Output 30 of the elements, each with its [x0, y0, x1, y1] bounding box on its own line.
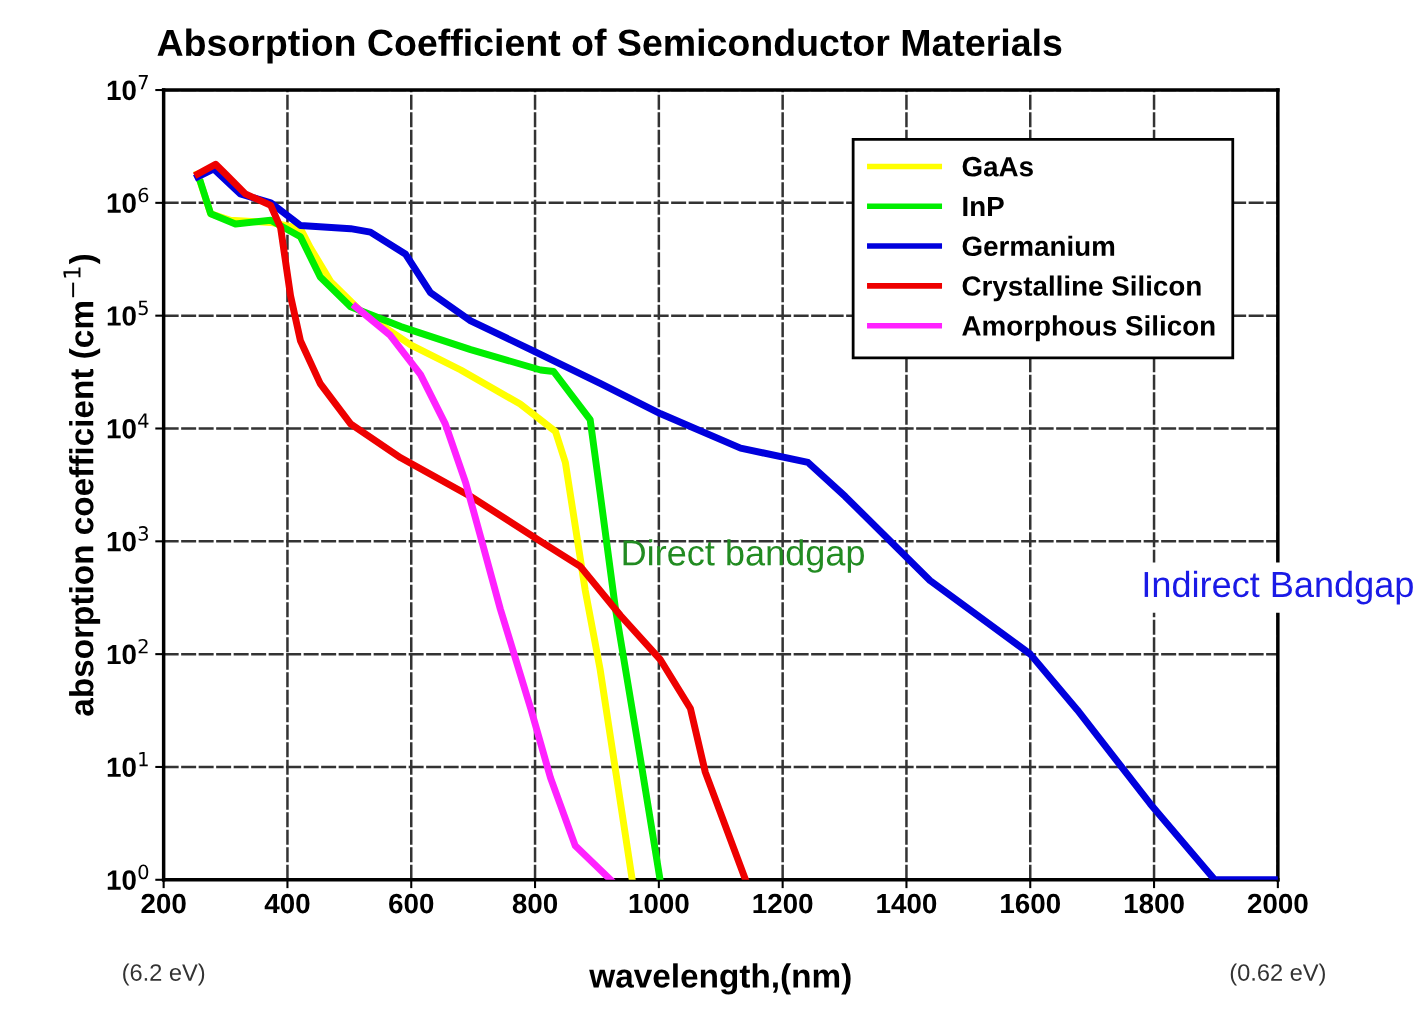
y-tick-label: 10$^{6}$	[107, 187, 149, 213]
annotation: Direct bandgap	[623, 539, 864, 573]
x-tick-label: 1600	[1001, 893, 1061, 914]
legend-label: Amorphous Silicon	[962, 315, 1215, 342]
y-tick-label: 10$^{0}$	[107, 864, 149, 890]
x-tick-label: 1800	[1124, 893, 1184, 914]
x-tick-label: 400	[264, 893, 310, 914]
x-tick-label: 1000	[629, 893, 689, 914]
legend-label: Crystalline Silicon	[962, 275, 1201, 302]
x-tick-label: 600	[389, 893, 434, 914]
legend-label: InP	[963, 196, 1004, 217]
chart-title: Absorption Coefficient of Semiconductor Materials	[157, 28, 1062, 64]
legend-label: Germanium	[962, 235, 1115, 257]
y-axis-title: absorption coefficient (cm$^{−1}$)	[63, 254, 101, 716]
y-tick-label: 10$^{2}$	[107, 638, 148, 665]
y-tick-label: 10$^{5}$	[107, 300, 148, 326]
y-tick-label: 10$^{4}$	[107, 413, 149, 439]
x-tick-label: 800	[512, 893, 558, 914]
y-tick-label: 10$^{3}$	[107, 526, 148, 552]
x-tick-label: 200	[141, 893, 186, 914]
x-tick-label: 1200	[753, 893, 813, 914]
legend-label: GaAs	[962, 156, 1033, 177]
y-tick-label: 10$^{7}$	[107, 75, 148, 101]
text: (0.62 eV)	[1230, 963, 1325, 986]
text: (6.2 eV)	[123, 963, 205, 986]
y-tick-label: 10$^{1}$	[107, 752, 148, 778]
annotation: Indirect Bandgap	[1144, 570, 1413, 605]
x-tick-label: 1400	[877, 893, 937, 914]
x-axis-title: wavelength,(nm)	[589, 963, 851, 995]
x-tick-label: 2000	[1247, 893, 1308, 914]
